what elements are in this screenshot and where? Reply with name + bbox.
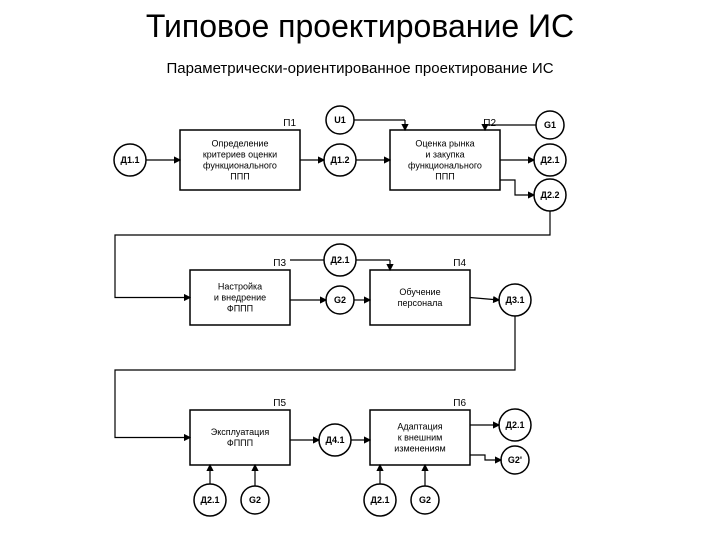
svg-text:ППП: ППП — [230, 172, 249, 182]
svg-text:Адаптация: Адаптация — [397, 422, 442, 432]
svg-text:Обучение: Обучение — [399, 287, 440, 297]
page-title: Типовое проектирование ИС — [0, 8, 720, 45]
svg-text:к внешним: к внешним — [398, 433, 443, 443]
svg-text:критериев оценки: критериев оценки — [203, 150, 277, 160]
svg-text:Д4.1: Д4.1 — [326, 435, 345, 445]
svg-text:Д2.2: Д2.2 — [541, 190, 560, 200]
svg-text:G1: G1 — [544, 120, 556, 130]
svg-text:персонала: персонала — [398, 298, 443, 308]
process-label-P6: П6 — [453, 398, 466, 409]
page-subtitle: Параметрически-ориентированное проектиро… — [0, 60, 720, 77]
svg-text:Д1.1: Д1.1 — [121, 155, 140, 165]
svg-text:Эксплуатация: Эксплуатация — [211, 427, 270, 437]
svg-text:Настройка: Настройка — [218, 282, 262, 292]
svg-text:функционального: функционального — [203, 161, 277, 171]
svg-text:Д2.1: Д2.1 — [506, 420, 525, 430]
svg-text:Оценка рынка: Оценка рынка — [415, 139, 474, 149]
svg-text:изменениям: изменениям — [394, 444, 445, 454]
process-label-P5: П5 — [273, 398, 286, 409]
process-label-P4: П4 — [453, 258, 466, 269]
svg-text:Д2.1: Д2.1 — [331, 255, 350, 265]
process-label-P3: П3 — [273, 258, 286, 269]
svg-text:Определение: Определение — [212, 139, 269, 149]
svg-text:G2: G2 — [249, 495, 261, 505]
svg-text:функционального: функционального — [408, 161, 482, 171]
svg-text:U1: U1 — [334, 115, 346, 125]
svg-text:Д2.1: Д2.1 — [541, 155, 560, 165]
svg-text:ФППП: ФППП — [227, 438, 253, 448]
svg-text:Д2.1: Д2.1 — [371, 495, 390, 505]
flow-diagram: П1Определениекритериев оценкифункциональ… — [60, 100, 660, 530]
svg-text:G2: G2 — [419, 495, 431, 505]
svg-text:ППП: ППП — [435, 172, 454, 182]
svg-text:G2': G2' — [508, 455, 522, 465]
svg-text:Д2.1: Д2.1 — [201, 495, 220, 505]
svg-text:и закупка: и закупка — [425, 150, 464, 160]
svg-text:и внедрение: и внедрение — [214, 293, 266, 303]
svg-text:Д1.2: Д1.2 — [331, 155, 350, 165]
svg-text:G2: G2 — [334, 295, 346, 305]
process-label-P1: П1 — [283, 118, 296, 129]
svg-text:Д3.1: Д3.1 — [506, 295, 525, 305]
svg-text:ФППП: ФППП — [227, 304, 253, 314]
